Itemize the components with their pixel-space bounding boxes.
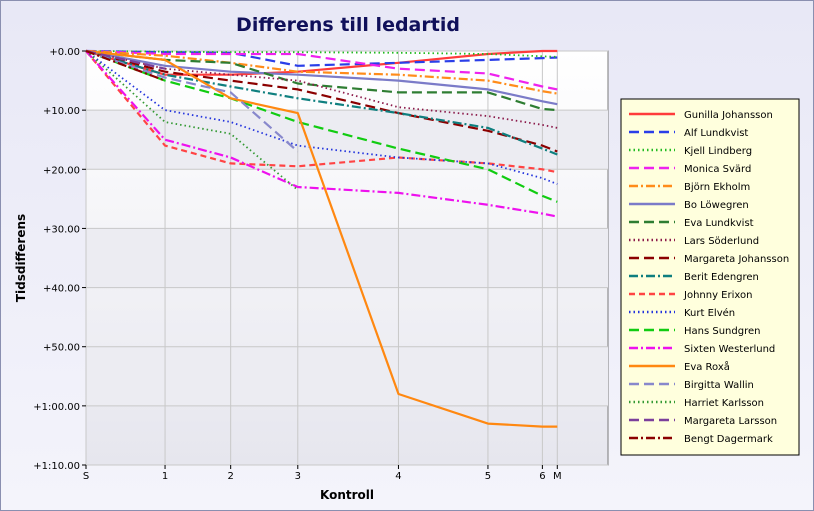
y-tick-label: +50.00: [43, 343, 80, 354]
series-line: [85, 49, 299, 153]
legend-label: Johnny Erixon: [683, 290, 752, 301]
series-line: [85, 50, 558, 174]
series-line: [85, 49, 558, 112]
legend-label: Gunilla Johansson: [684, 110, 773, 121]
legend-label: Eva Roxå: [684, 360, 730, 373]
legend-label: Bengt Dagermark: [684, 434, 773, 445]
legend-label: Monica Svärd: [684, 164, 751, 175]
y-tick-label: +20.00: [43, 165, 80, 176]
series-lines: [85, 49, 558, 428]
x-tick-label: 4: [395, 471, 401, 482]
legend-label: Sixten Westerlund: [684, 344, 775, 355]
x-tick-label: S: [83, 471, 89, 482]
y-tick-label: +1:10.00: [33, 461, 80, 472]
legend-label: Harriet Karlsson: [684, 398, 764, 409]
x-tick-label: M: [553, 471, 562, 482]
series-line: [85, 50, 299, 191]
grid-band: [86, 346, 608, 406]
x-tick-label: 5: [485, 471, 491, 482]
y-axis-ticks: +0.00 +10.00 +20.00 +30.00 +40.00 +50.00 +1:00…: [33, 47, 86, 472]
grid: [85, 50, 608, 466]
x-tick-label: 6: [539, 471, 545, 482]
series-line: [85, 50, 558, 218]
x-tick-label: 3: [295, 471, 301, 482]
series-line: [85, 49, 558, 91]
grid-band: [86, 228, 608, 288]
legend-label: Lars Söderlund: [684, 236, 759, 247]
series-line: [85, 49, 558, 76]
series-line: [85, 49, 558, 95]
legend-label: Eva Lundkvist: [684, 218, 754, 229]
y-tick-label: +0.00: [49, 47, 80, 58]
y-tick-label: +1:00.00: [33, 402, 80, 413]
legend-label: Kurt Elvén: [684, 307, 735, 319]
series-line: [85, 50, 558, 129]
legend-label: Berit Edengren: [684, 272, 759, 283]
legend-label: Margareta Larsson: [684, 416, 777, 427]
series-line: [85, 49, 166, 82]
legend-label: Björn Ekholm: [684, 182, 750, 193]
y-tick-label: +10.00: [43, 106, 80, 117]
x-tick-label: 1: [162, 471, 168, 482]
legend-label: Birgitta Wallin: [684, 380, 754, 391]
series-line: [85, 49, 558, 203]
x-axis-title: Kontroll: [320, 488, 374, 502]
chart-title: Differens till ledartid: [236, 14, 460, 36]
legend-label: Bo Löwegren: [684, 200, 749, 211]
series-line: [85, 49, 166, 70]
y-axis-title: Tidsdifferens: [14, 214, 28, 302]
legend-label: Hans Sundgren: [684, 326, 760, 337]
series-line: [85, 49, 558, 156]
series-line: [85, 49, 558, 153]
legend-label: Margareta Johansson: [684, 254, 789, 265]
series-line: [85, 50, 558, 58]
x-tick-label: 2: [227, 471, 233, 482]
legend-label: Alf Lundkvist: [684, 128, 748, 139]
grid-band: [86, 110, 608, 170]
legend-label: Kjell Lindberg: [684, 146, 752, 157]
y-tick-label: +40.00: [43, 284, 80, 295]
legend: Gunilla Johansson Alf Lundkvist Kjell Lind…: [620, 98, 800, 456]
series-line: [85, 49, 558, 428]
series-line: [85, 49, 558, 67]
y-tick-label: +30.00: [43, 224, 80, 235]
